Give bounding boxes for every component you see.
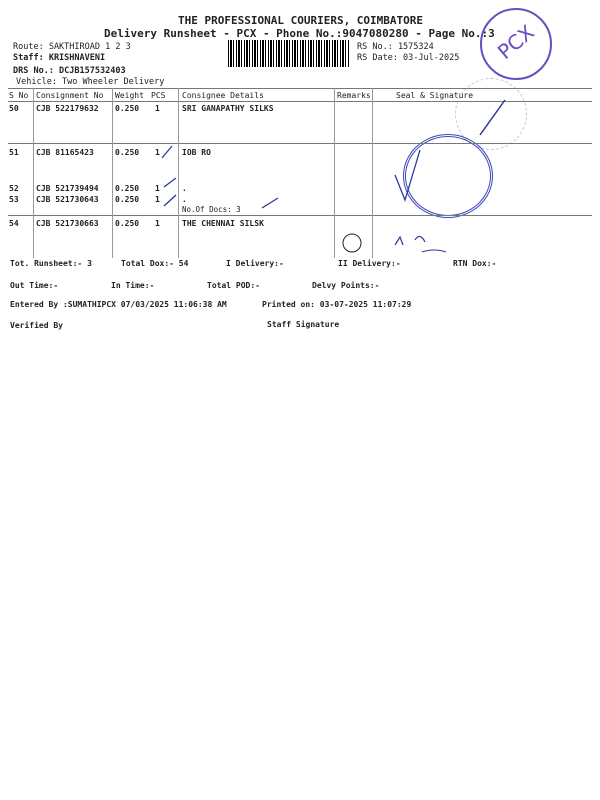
verified-by: Verified By bbox=[10, 321, 63, 330]
col-line bbox=[334, 88, 335, 258]
runsheet-subtitle: Delivery Runsheet - PCX - Phone No.:9047… bbox=[104, 27, 495, 40]
consignment-no: CJB 521730663 bbox=[36, 219, 99, 228]
col-line bbox=[372, 88, 373, 258]
header-line bbox=[8, 101, 592, 102]
consignment-no: CJB 521730643 bbox=[36, 195, 99, 204]
vehicle: Vehicle: Two Wheeler Delivery bbox=[16, 77, 165, 87]
barcode bbox=[228, 40, 349, 67]
pcs: 1 bbox=[155, 195, 160, 204]
route: Route: SAKTHIROAD 1 2 3 bbox=[13, 42, 131, 52]
consignment-no: CJB 521739494 bbox=[36, 184, 99, 193]
weight: 0.250 bbox=[115, 148, 140, 157]
weight: 0.250 bbox=[115, 184, 140, 193]
sno: 53 bbox=[9, 195, 19, 204]
delvy-points: Delvy Points:- bbox=[312, 281, 380, 290]
tot-runsheet: Tot. Runsheet:- 3 bbox=[10, 259, 92, 268]
faint-seal bbox=[455, 78, 527, 150]
col-weight: Weight bbox=[115, 91, 144, 100]
sno: 51 bbox=[9, 148, 19, 157]
table-top-line bbox=[8, 88, 592, 89]
weight: 0.250 bbox=[115, 104, 140, 113]
out-time: Out Time:- bbox=[10, 281, 59, 290]
consignee: . bbox=[182, 195, 187, 204]
sno: 54 bbox=[9, 219, 19, 228]
consignee: . bbox=[182, 184, 187, 193]
company-seal bbox=[403, 134, 493, 218]
pcs: 1 bbox=[155, 219, 160, 228]
col-line bbox=[33, 88, 34, 258]
in-time: In Time:- bbox=[111, 281, 155, 290]
rs-no: RS No.: 1575324 bbox=[357, 42, 434, 52]
row-line bbox=[8, 215, 592, 216]
consignee: THE CHENNAI SILSK bbox=[182, 219, 264, 228]
col-line bbox=[112, 88, 113, 258]
col-remarks: Remarks bbox=[337, 91, 371, 100]
staff: Staff: KRISHNAVENI bbox=[13, 53, 106, 63]
col-sno: S No bbox=[9, 91, 29, 100]
col-line bbox=[178, 88, 179, 258]
col-consignee: Consignee Details bbox=[182, 91, 264, 100]
col-pcs: PCS bbox=[151, 91, 166, 100]
pcx-stamp: PCX bbox=[480, 8, 552, 80]
consignment-no: CJB 522179632 bbox=[36, 104, 99, 113]
printed-on: Printed on: 03-07-2025 11:07:29 bbox=[262, 300, 412, 309]
total-pod: Total POD:- bbox=[207, 281, 260, 290]
company-name: THE PROFESSIONAL COURIERS, COIMBATORE bbox=[178, 14, 424, 27]
rtn-dox: RTN Dox:- bbox=[453, 259, 497, 268]
ii-delivery: II Delivery:- bbox=[338, 259, 401, 268]
consignment-no: CJB 81165423 bbox=[36, 148, 94, 157]
col-consignment: Consignment No bbox=[36, 91, 104, 100]
entered-by: Entered By :SUMATHIPCX 07/03/2025 11:06:… bbox=[10, 300, 227, 309]
i-delivery: I Delivery:- bbox=[226, 259, 284, 268]
row-line bbox=[8, 143, 592, 144]
consignee: IOB RO bbox=[182, 148, 211, 157]
sno: 50 bbox=[9, 104, 19, 113]
sno: 52 bbox=[9, 184, 19, 193]
rs-date: RS Date: 03-Jul-2025 bbox=[357, 53, 460, 63]
docs-count: No.Of Docs: 3 bbox=[182, 205, 241, 214]
drs-no: DRS No.: DCJB157532403 bbox=[13, 66, 126, 76]
weight: 0.250 bbox=[115, 195, 140, 204]
pcs: 1 bbox=[155, 148, 160, 157]
consignee: SRI GANAPATHY SILKS bbox=[182, 104, 274, 113]
staff-signature: Staff Signature bbox=[267, 320, 340, 329]
weight: 0.250 bbox=[115, 219, 140, 228]
col-seal: Seal & Signature bbox=[396, 91, 474, 100]
total-dox: Total Dox:- 54 bbox=[121, 259, 189, 268]
pcs: 1 bbox=[155, 184, 160, 193]
pcs: 1 bbox=[155, 104, 160, 113]
